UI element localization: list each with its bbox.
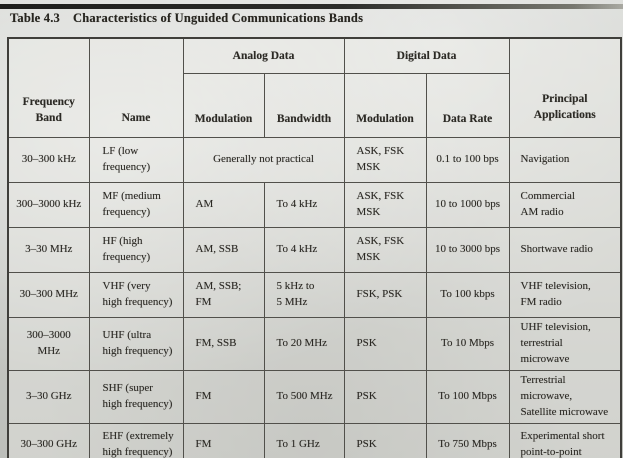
table-row-vhf: 30–300 MHz VHF (very high frequency) AM,… [7, 272, 622, 318]
header-sub-row: Modulation Bandwidth Modulation Data Rat… [8, 73, 621, 138]
communications-bands-table: Frequency Band Name Analog Data Digital … [7, 37, 623, 458]
table-row-lf: 30–300 kHz LF (low frequency) Generally … [7, 137, 622, 183]
table-caption: Table 4.3 Characteristics of Unguided Com… [10, 11, 610, 26]
header-frequency-band: Frequency Band [7, 37, 90, 138]
header-group-row: Frequency Band Name Analog Data Digital … [7, 37, 622, 138]
header-analog-modulation: Modulation [182, 73, 265, 138]
cell-digital-modulation: ASK, FSK MSK [343, 137, 427, 183]
cell-name: UHF (ultra high frequency) [88, 317, 184, 371]
cell-name: EHF (extremely high frequency) [88, 422, 184, 458]
cell-applications: Commercial AM radio [508, 182, 622, 228]
cell-bandwidth: To 500 MHz [263, 369, 345, 424]
table-row-mf: 300–3000 kHz MF (medium frequency) AM To… [7, 182, 622, 228]
table-row-hf: 3–30 MHz HF (high frequency) AM, SSB To … [7, 227, 622, 273]
cell-data-rate: To 100 Mbps [425, 369, 510, 424]
table-caption-text: Characteristics of Unguided Communicatio… [72, 11, 364, 25]
cell-data-rate: 10 to 1000 bps [425, 182, 510, 228]
cell-frequency-band: 30–300 MHz [7, 272, 90, 318]
cell-analog-modulation: AM [182, 182, 265, 228]
cell-bandwidth: To 1 GHz [263, 422, 345, 458]
header-analog-bandwidth: Bandwidth [263, 73, 345, 138]
cell-applications: Experimental short point-to-point [508, 422, 622, 458]
cell-applications: Terrestrial microwave, Satellite microwa… [508, 369, 622, 424]
cell-frequency-band: 30–300 GHz [7, 422, 90, 458]
cell-applications: Navigation [508, 137, 622, 183]
cell-analog-modulation: FM [182, 369, 265, 424]
cell-name: HF (high frequency) [88, 227, 184, 273]
cell-bandwidth: To 4 kHz [263, 227, 345, 273]
cell-digital-modulation: PSK [343, 369, 427, 424]
cell-applications: Shortwave radio [508, 227, 622, 273]
header-name: Name [88, 37, 184, 138]
cell-bandwidth: To 4 kHz [263, 182, 345, 228]
cell-name: SHF (super high frequency) [88, 369, 184, 424]
cell-data-rate: 10 to 3000 bps [425, 227, 510, 273]
cell-frequency-band: 30–300 kHz [7, 137, 90, 183]
cell-frequency-band: 300–3000 kHz [7, 182, 90, 228]
table-row-uhf: 300–3000 MHz UHF (ultra high frequency) … [7, 317, 622, 371]
header-principal-applications: Principal Applications [508, 37, 622, 138]
cell-digital-modulation: PSK [343, 317, 427, 371]
cell-frequency-band: 3–30 GHz [7, 369, 90, 424]
table-row-shf: 3–30 GHz SHF (super high frequency) FM T… [7, 369, 622, 424]
cell-digital-modulation: FSK, PSK [343, 272, 427, 318]
cell-applications: VHF television, FM radio [508, 272, 622, 318]
cell-digital-modulation: ASK, FSK MSK [343, 227, 427, 273]
cell-bandwidth: To 20 MHz [263, 317, 345, 371]
header-digital-data-group: Digital Data [343, 37, 510, 74]
cell-data-rate: To 100 kbps [425, 272, 510, 318]
table-row-ehf: 30–300 GHz EHF (extremely high frequency… [7, 422, 622, 458]
cell-bandwidth: 5 kHz to 5 MHz [263, 272, 345, 318]
table-caption-label: Table 4.3 [10, 11, 60, 25]
cell-name: VHF (very high frequency) [88, 272, 184, 318]
cell-analog-note: Generally not practical [182, 137, 345, 183]
header-digital-data-rate: Data Rate [425, 73, 510, 138]
cell-applications: UHF television, terrestrial microwave [508, 317, 622, 371]
cell-name: MF (medium frequency) [88, 182, 184, 228]
header-analog-data-group: Analog Data [182, 37, 345, 74]
cell-name: LF (low frequency) [88, 137, 184, 183]
cell-digital-modulation: PSK [343, 422, 427, 458]
cell-analog-modulation: AM, SSB [182, 227, 265, 273]
cell-analog-modulation: AM, SSB; FM [182, 272, 265, 318]
cell-digital-modulation: ASK, FSK MSK [343, 182, 427, 228]
cell-analog-modulation: FM [182, 422, 265, 458]
cell-data-rate: To 10 Mbps [425, 317, 510, 371]
cell-frequency-band: 3–30 MHz [7, 227, 90, 273]
cell-data-rate: To 750 Mbps [425, 422, 510, 458]
cell-analog-modulation: FM, SSB [182, 317, 265, 371]
cell-data-rate: 0.1 to 100 bps [425, 137, 510, 183]
top-rule-bar [0, 4, 623, 9]
cell-frequency-band: 300–3000 MHz [7, 317, 90, 371]
header-digital-modulation: Modulation [343, 73, 427, 138]
